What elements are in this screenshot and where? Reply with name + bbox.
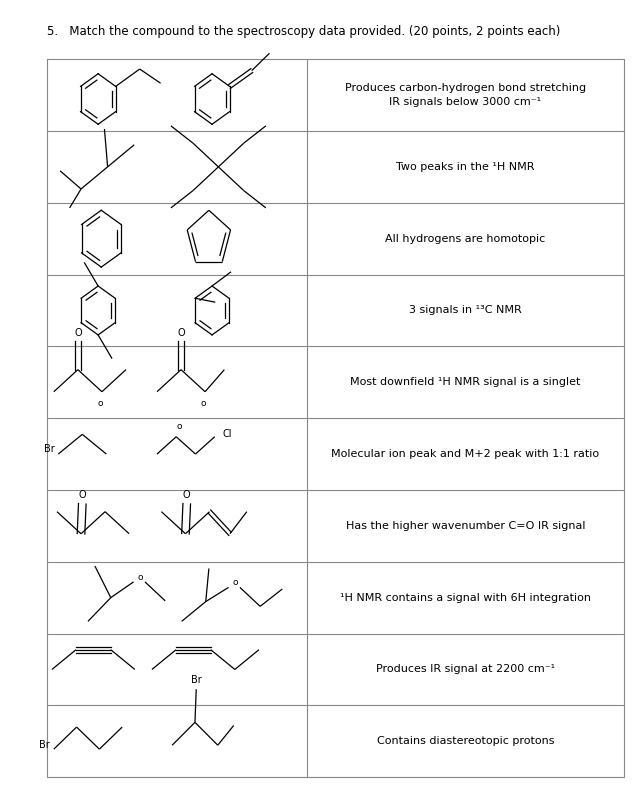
Text: O: O bbox=[78, 490, 86, 500]
Text: o: o bbox=[177, 422, 182, 431]
Text: Br: Br bbox=[191, 675, 201, 685]
Text: o: o bbox=[201, 399, 206, 408]
Text: 5.   Match the compound to the spectroscopy data provided. (20 points, 2 points : 5. Match the compound to the spectroscop… bbox=[47, 25, 561, 38]
Text: Contains diastereotopic protons: Contains diastereotopic protons bbox=[377, 736, 554, 746]
Text: O: O bbox=[74, 328, 82, 338]
Text: Most downfield ¹H NMR signal is a singlet: Most downfield ¹H NMR signal is a single… bbox=[350, 377, 580, 387]
Text: ¹H NMR contains a signal with 6H integration: ¹H NMR contains a signal with 6H integra… bbox=[340, 593, 591, 603]
Text: Produces IR signal at 2200 cm⁻¹: Produces IR signal at 2200 cm⁻¹ bbox=[376, 664, 555, 675]
Text: Br: Br bbox=[39, 740, 50, 750]
Text: Molecular ion peak and M+2 peak with 1:1 ratio: Molecular ion peak and M+2 peak with 1:1… bbox=[331, 449, 599, 459]
Text: O: O bbox=[177, 328, 185, 338]
Text: Has the higher wavenumber C=O IR signal: Has the higher wavenumber C=O IR signal bbox=[346, 521, 585, 531]
Text: o: o bbox=[137, 573, 142, 581]
Text: Cl: Cl bbox=[222, 428, 232, 439]
Text: Produces carbon-hydrogen bond stretching
IR signals below 3000 cm⁻¹: Produces carbon-hydrogen bond stretching… bbox=[345, 84, 586, 107]
Text: 3 signals in ¹³C NMR: 3 signals in ¹³C NMR bbox=[409, 305, 522, 316]
Text: o: o bbox=[232, 578, 237, 587]
Text: o: o bbox=[97, 399, 103, 408]
Text: All hydrogens are homotopic: All hydrogens are homotopic bbox=[385, 234, 546, 244]
Text: O: O bbox=[183, 490, 191, 500]
Text: Two peaks in the ¹H NMR: Two peaks in the ¹H NMR bbox=[396, 162, 534, 172]
Text: Br: Br bbox=[44, 444, 55, 454]
